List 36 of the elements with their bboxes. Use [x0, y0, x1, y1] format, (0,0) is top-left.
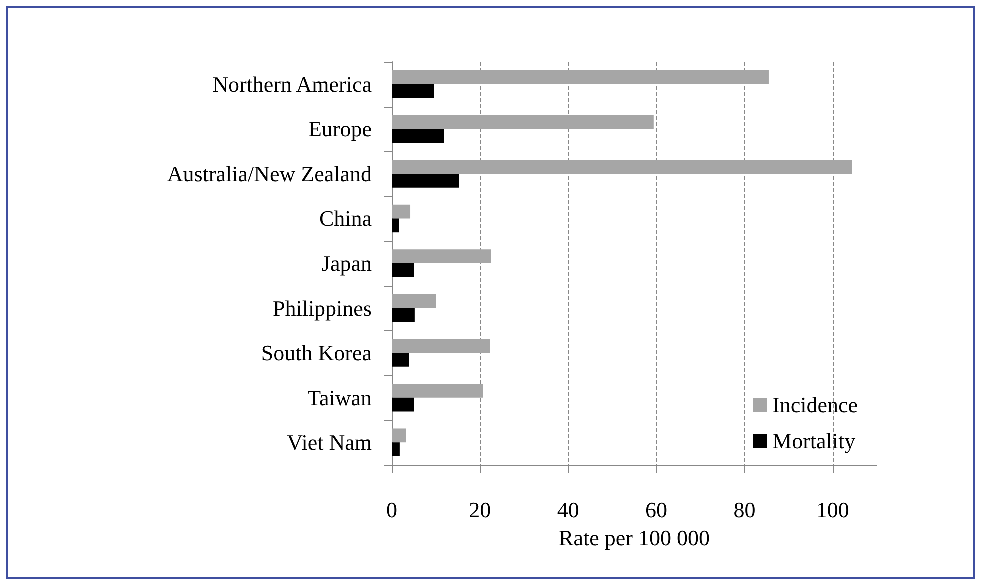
- bar: [392, 442, 400, 456]
- bar: [392, 428, 406, 443]
- y-tick-label: Japan: [322, 251, 372, 276]
- y-tick-label: Northern America: [212, 72, 372, 97]
- y-tick-label: Taiwan: [308, 385, 372, 410]
- y-tick-label: Philippines: [272, 296, 372, 321]
- bar: [392, 339, 490, 354]
- x-tick-label: 60: [646, 498, 668, 522]
- legend-label: Mortality: [772, 428, 856, 454]
- x-tick-label: 0: [386, 498, 398, 522]
- y-tick-label: Europe: [308, 116, 372, 142]
- x-tick-label: 80: [734, 498, 756, 522]
- bar: [392, 174, 460, 188]
- y-tick-label: South Korea: [261, 340, 372, 366]
- bar: [392, 353, 410, 367]
- bar: [392, 384, 484, 398]
- bar: [392, 129, 444, 144]
- x-axis-title: Rate per 100 000: [559, 526, 710, 550]
- bar: [392, 160, 852, 174]
- bar: [392, 84, 434, 98]
- legend-label: Incidence: [772, 392, 858, 418]
- bar: [392, 250, 492, 264]
- y-tick-label: Australia/New Zealand: [167, 161, 372, 186]
- bar: [392, 70, 769, 84]
- bar: [392, 308, 415, 322]
- bar: [392, 264, 414, 278]
- x-tick-label: 100: [816, 498, 850, 522]
- bar: [392, 294, 436, 308]
- y-tick-label: Viet Nam: [287, 430, 372, 456]
- bar: [392, 218, 400, 233]
- bar: [392, 398, 414, 412]
- bar: [392, 115, 654, 130]
- bar: [392, 204, 411, 219]
- y-tick-label: China: [319, 206, 372, 232]
- x-tick-label: 20: [469, 498, 492, 522]
- x-tick-label: 40: [557, 498, 580, 522]
